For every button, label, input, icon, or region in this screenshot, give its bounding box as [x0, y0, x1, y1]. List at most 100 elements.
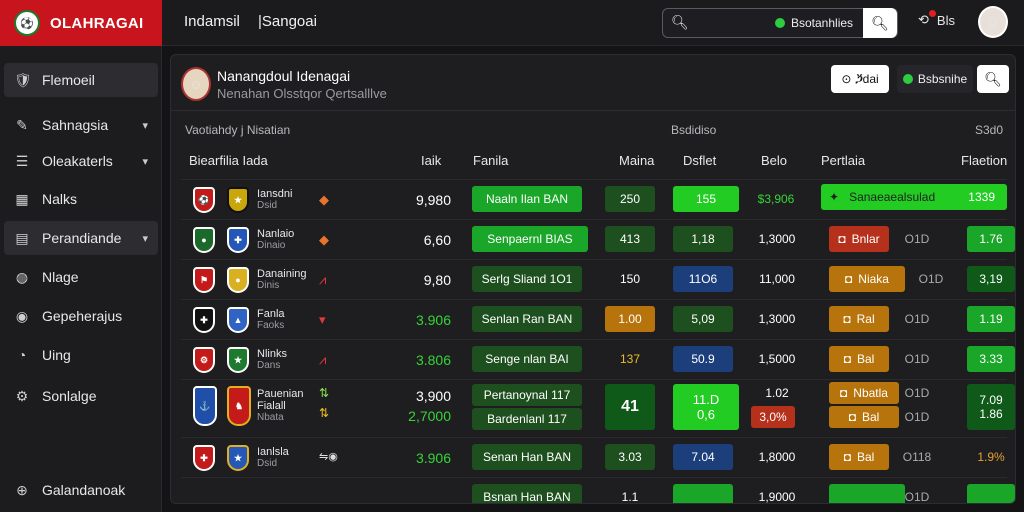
col-header-flaetion[interactable]: Flaetion — [961, 153, 1008, 168]
cell-b: 11.D 0,6 — [673, 384, 739, 430]
cell-pill[interactable]: Senpaernl BIAS — [472, 226, 588, 252]
table-row[interactable]: ● ✚ Nanlaio Dinaio ◆ 6,60 Senpaernl BIAS… — [181, 219, 1015, 259]
sidebar-item-gepeherajus[interactable]: ◉ Gepeherajus — [4, 299, 158, 333]
list-icon: ☰ — [15, 152, 29, 169]
main-panel: ☺ Nanangdoul Idenagai Nenahan Olsstqor Q… — [170, 54, 1016, 504]
cell-a: 137 — [619, 352, 641, 366]
cell-pill[interactable]: Serlg Sliand 1O1 — [472, 266, 582, 292]
tag-label: Bnlar — [851, 232, 880, 246]
team-crest-icon: ● — [227, 267, 249, 293]
cell-pill[interactable]: Naaln Ilan BAN — [472, 186, 582, 212]
bell-icon[interactable]: ⟲ — [918, 10, 936, 28]
team-sub: Dsid — [257, 458, 278, 469]
cell-pill[interactable]: Senlan Ran BAN — [472, 306, 582, 332]
swap-icon: ⇋◉ — [319, 451, 338, 463]
cell-pill[interactable]: Bsnan Han BAN — [472, 484, 582, 503]
team-crest-icon: ⚽ — [193, 187, 215, 213]
cell-tag-2[interactable]: ◘ Bal — [829, 406, 899, 428]
cell-tag[interactable]: ◘ Nbatla — [829, 382, 899, 404]
panel-title: Nanangdoul Idenagai — [217, 68, 351, 84]
nav-link-2[interactable]: |Sangoai — [258, 13, 317, 30]
sidebar-item-oleakaterls[interactable]: ☰ Oleakaterls ▾ — [4, 144, 158, 178]
panel-subtitle: Nenahan Olsstqor Qertsalllve — [217, 86, 387, 101]
sidebar-item-flemoeil[interactable]: 🛡 Flemoeil — [4, 63, 158, 97]
team-crest-icon: ⚙ — [193, 347, 215, 373]
cell-last: 1.19 — [967, 306, 1015, 332]
sidebar-item-uing[interactable]: ◔ Uing — [4, 338, 158, 372]
cell-last: 1339 — [968, 190, 995, 204]
sidebar-item-perandiande[interactable]: ▤ Perandiande ▾ — [4, 221, 158, 255]
pen-icon: ✎ — [16, 116, 28, 133]
cell-tag[interactable]: ◘ Ral — [829, 306, 889, 332]
col-header-team[interactable]: Biearfilia Iada — [189, 153, 268, 168]
cell-mid: O1D — [904, 490, 930, 504]
club-logo-icon: 🛡 — [14, 71, 32, 88]
sidebar-item-sonlalge[interactable]: ⚙ Sonlalge — [4, 379, 158, 413]
panel-search-button[interactable]: 🔍︎ — [977, 65, 1009, 93]
avatar[interactable]: ☺ — [978, 6, 1008, 38]
table-row[interactable]: ⚽ ★ Iansdni Dsid ◆ 9,980 Naaln Ilan BAN … — [181, 179, 1007, 219]
cell-last-bottom: 1.86 — [979, 407, 1003, 421]
team-name: Fanla — [257, 308, 285, 320]
brand-name: OLAHRAGAI — [50, 14, 144, 32]
table-row[interactable]: ✚ ▲ Fanla Faoks ▾ 3.906 Senlan Ran BAN 1… — [181, 299, 1015, 339]
team-sub: Dinis — [257, 280, 280, 291]
team-crest-icon: ✚ — [227, 227, 249, 253]
search-bar[interactable]: 🔍︎ Bsotanhlies 🔍︎ — [662, 8, 898, 38]
panel-avatar: ☺ — [181, 67, 211, 101]
table-row[interactable]: ⚑ ● Danaining Dinis ⩘ 9,80 Serlg Sliand … — [181, 259, 1015, 299]
table-row[interactable]: ⚙ ★ Nlinks Dans ⩘ 3.806 Senge nlan BAI 1… — [181, 339, 1015, 379]
tag-icon: ◘ — [843, 352, 851, 366]
cell-c: 1,3000 — [758, 312, 796, 326]
table-row[interactable]: Bsnan Han BAN 1.1 1,9000 O1D — [181, 477, 1015, 504]
search-status-label: Bsotanhlies — [791, 16, 854, 30]
cell-pill[interactable]: Pertanoynal 117 — [472, 384, 582, 406]
live-button[interactable]: ⊙ ⷛdai — [831, 65, 889, 93]
cell-b-bottom: 0,6 — [696, 407, 716, 422]
col-header-pertlaia[interactable]: Pertlaia — [821, 153, 866, 168]
team-name: Nanlaio — [257, 228, 295, 240]
status-button-label: Bsbsnihe — [917, 72, 968, 86]
settings-icon: ⚙ — [15, 387, 29, 404]
cell-pill-2[interactable]: Bardenlanl 117 — [472, 408, 582, 430]
chevron-down-icon: ▾ — [142, 232, 148, 245]
cell-tag[interactable]: ◘ Bnlar — [829, 226, 889, 252]
cell-pill[interactable]: Senan Han BAN — [472, 444, 582, 470]
cell-tag[interactable]: ✦ Sanaeaealsulad 1339 — [821, 184, 1007, 210]
cell-tag[interactable]: ◘ Niaka — [829, 266, 905, 292]
cell-tag[interactable] — [829, 484, 905, 503]
cell-pill[interactable]: Senge nlan BAI — [472, 346, 582, 372]
cell-last: 3.33 — [967, 346, 1015, 372]
col-header-fanila[interactable]: Fanila — [473, 153, 509, 168]
table-row[interactable]: ✚ ★ Ianlsla Dsid ⇋◉ 3.906 Senan Han BAN … — [181, 437, 1007, 477]
col-header-iaik[interactable]: Iaik — [421, 153, 442, 168]
nav-link-1[interactable]: Indamsil — [184, 13, 240, 30]
status-button[interactable]: Bsbsnihe — [897, 65, 973, 93]
cell-tag[interactable]: ◘ Bal — [829, 444, 889, 470]
search-button[interactable]: 🔍︎ — [863, 8, 897, 38]
sidebar-item-nlage[interactable]: ◍ Nlage — [4, 260, 158, 294]
tag-icon: ◘ — [843, 450, 851, 464]
tag-label: Sanaeaealsulad — [849, 190, 936, 204]
team-crest-icon: ▲ — [227, 307, 249, 333]
notification-area[interactable]: ⟲ Bls — [918, 10, 955, 28]
col-header-dsflet[interactable]: Dsflet — [683, 153, 717, 168]
grid-icon: ▦ — [15, 190, 29, 207]
sidebar-item-galandanoak[interactable]: ⊕ Galandanoak — [4, 473, 158, 507]
team-name: Danaining — [257, 268, 307, 280]
team-name: Nlinks — [257, 348, 287, 360]
table-row[interactable]: ⚓ ♞ Pauenian Fialall Nbata ⇅ ⇅ 3,900 2,7… — [181, 379, 1015, 437]
col-header-belo[interactable]: Belo — [761, 153, 788, 168]
cell-tag[interactable]: ◘ Bal — [829, 346, 889, 372]
col-header-maina[interactable]: Maina — [619, 153, 655, 168]
sidebar-item-label: Nalks — [42, 191, 78, 207]
sidebar-item-sahnagsia[interactable]: ✎ Sahnagsia ▾ — [4, 108, 158, 142]
team-sub: Nbata — [257, 412, 284, 423]
sidebar-item-label: Perandiande — [42, 230, 122, 246]
cell-mid: O1D — [904, 312, 930, 326]
cell-c-2: 3,0% — [751, 406, 795, 428]
sidebar-item-nalks[interactable]: ▦ Nalks — [4, 182, 158, 216]
brand[interactable]: ⚽ OLAHRAGAI — [0, 0, 162, 46]
tag-icon: ◘ — [848, 410, 856, 424]
tag-icon: ◘ — [843, 312, 851, 326]
